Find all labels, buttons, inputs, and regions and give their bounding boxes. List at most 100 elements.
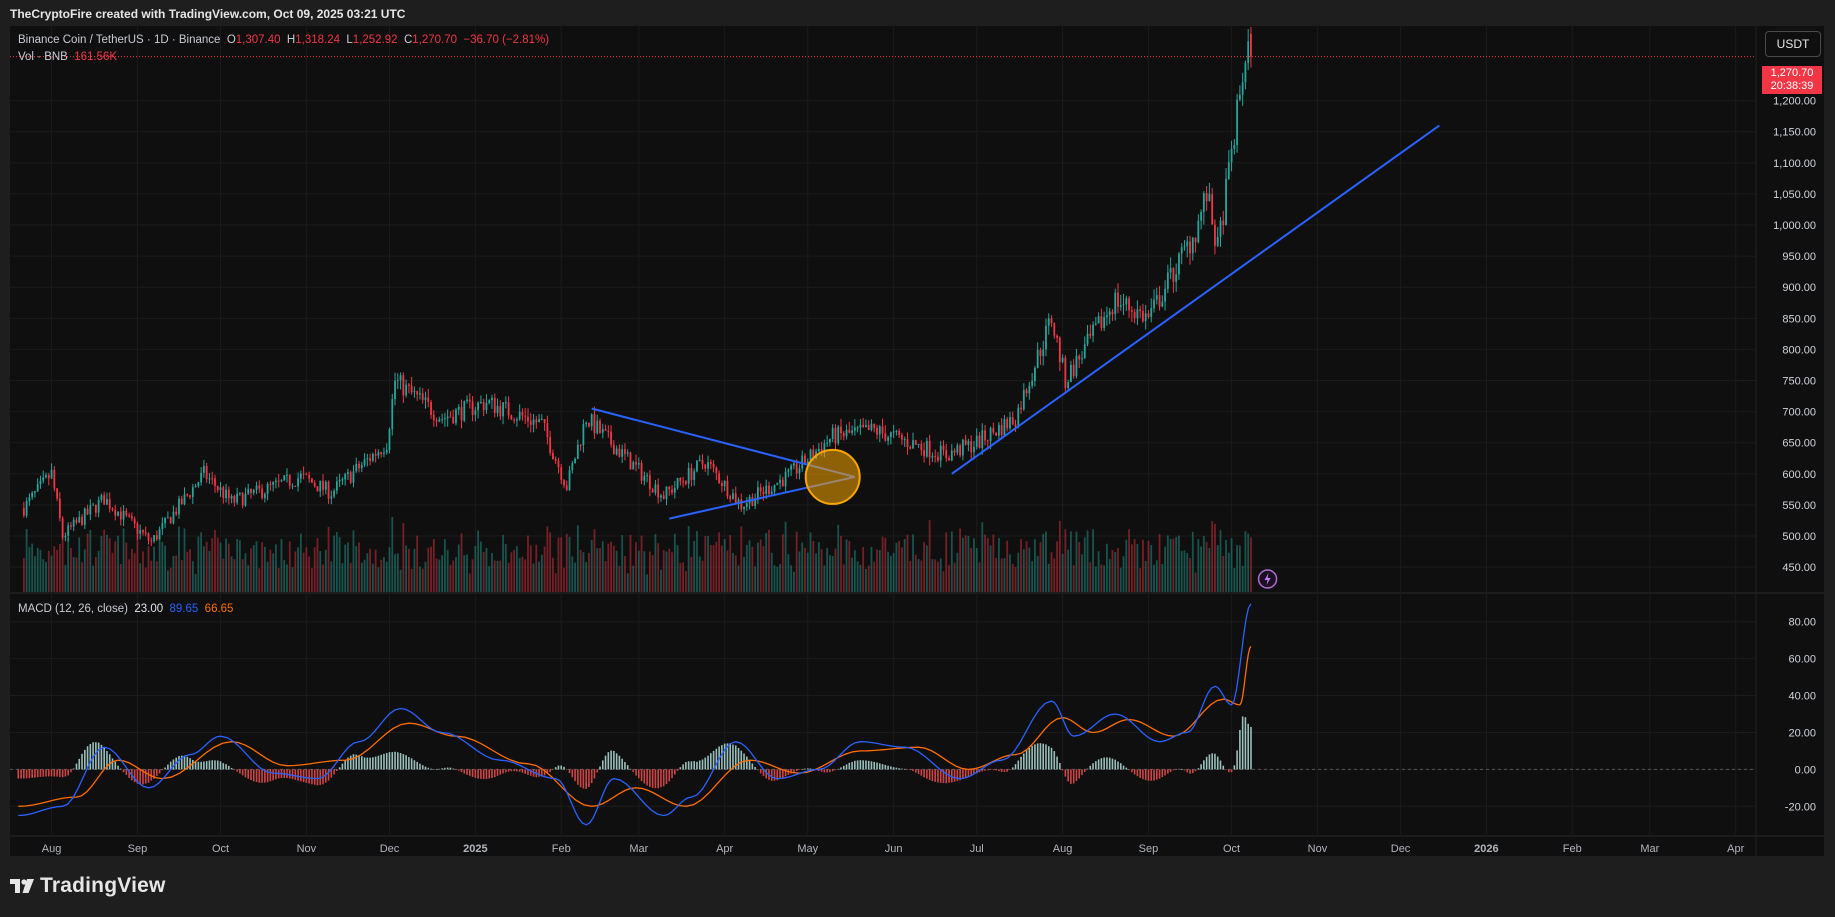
volume-bar	[615, 550, 618, 592]
candle-body	[247, 488, 250, 494]
candle-body	[981, 430, 984, 448]
volume-bar	[1056, 541, 1058, 592]
macd-histogram-bar	[349, 755, 352, 770]
macd-histogram-bar	[1183, 769, 1186, 771]
candle-body	[1064, 357, 1067, 389]
volume-bar	[903, 539, 906, 592]
macd-histogram-bar	[577, 769, 579, 785]
volume-bar	[995, 557, 998, 592]
volume-bar	[914, 554, 917, 592]
macd-histogram-bar	[1205, 756, 1208, 770]
volume-bar	[435, 558, 438, 592]
macd-histogram-bar	[1125, 767, 1128, 770]
volume-bar	[142, 551, 144, 592]
macd-histogram-bar	[1045, 744, 1047, 770]
chart-credit: TheCryptoFire created with TradingView.c…	[10, 7, 406, 21]
volume-bar	[1197, 539, 1200, 592]
candle-body	[34, 491, 36, 493]
volume-bar	[70, 547, 72, 592]
candle-body	[601, 429, 604, 433]
candle-body	[626, 452, 629, 454]
time-axis-label: Dec	[1391, 843, 1411, 855]
macd-histogram-bar	[770, 769, 773, 781]
candle-body	[557, 460, 560, 468]
chart-canvas[interactable]: Aug Sep Oct Nov Dec 2025 Feb Mar Apr May Jun Jul Aug…	[10, 26, 1824, 856]
macd-histogram-bar	[898, 768, 900, 770]
volume-bar	[1180, 550, 1183, 592]
currency-unit-button[interactable]: USDT	[1765, 31, 1821, 57]
macd-histogram-bar	[549, 769, 551, 772]
volume-bar	[975, 547, 978, 592]
volume-bar	[291, 567, 294, 592]
volume-bar	[676, 545, 679, 592]
candle-body	[410, 385, 413, 393]
candle-body	[407, 384, 410, 386]
volume-bar	[78, 537, 81, 592]
volume-bar	[585, 562, 588, 592]
macd-histogram-bar	[455, 769, 457, 770]
macd-histogram-bar	[1216, 756, 1219, 770]
macd-histogram-bar	[1175, 769, 1177, 770]
macd-histogram-bar	[712, 750, 715, 770]
candle-body	[554, 459, 557, 461]
macd-histogram-bar	[505, 769, 507, 773]
time-axis-label: Aug	[42, 843, 62, 855]
candle-body	[214, 478, 216, 487]
volume-bar	[737, 565, 740, 592]
chart-area[interactable]: Aug Sep Oct Nov Dec 2025 Feb Mar Apr May Jun Jul Aug…	[10, 26, 1824, 856]
macd-line	[18, 603, 1252, 826]
macd-histogram-bar	[992, 769, 995, 771]
macd-histogram-bar	[241, 769, 244, 776]
macd-histogram-bar	[1097, 759, 1100, 770]
volume-bar	[108, 538, 111, 592]
macd-histogram-bar	[1172, 769, 1175, 771]
candle-body	[682, 481, 685, 483]
candle-body	[720, 482, 723, 487]
candle-body	[430, 402, 432, 416]
candle-body	[889, 432, 892, 438]
volume-bar	[42, 559, 45, 592]
macd-histogram-bar	[989, 769, 992, 770]
volume-bar	[161, 542, 164, 592]
macd-histogram-bar	[1000, 769, 1003, 772]
volume-bar	[432, 539, 435, 592]
volume-bar	[815, 553, 817, 592]
macd-histogram-bar	[1056, 756, 1058, 770]
candle-body	[416, 391, 419, 395]
volume-bar	[1211, 521, 1214, 592]
volume-bar	[853, 550, 856, 592]
candle-body	[829, 439, 831, 443]
candle-body	[540, 419, 543, 421]
volume-bar	[103, 529, 106, 592]
macd-histogram-bar	[64, 769, 67, 777]
candle-body	[294, 485, 297, 487]
change-value: −36.70 (−2.81%)	[463, 34, 550, 46]
candle-body	[297, 478, 299, 487]
macd-histogram-bar	[208, 760, 211, 770]
macd-histogram-bar	[1169, 769, 1172, 773]
volume-bar	[241, 559, 244, 592]
candle-body	[1136, 309, 1139, 319]
macd-histogram-bar	[1167, 769, 1169, 774]
volume-bar	[549, 532, 552, 592]
volume-bar	[621, 535, 624, 592]
volume-bar	[671, 552, 673, 592]
price-axis-label: 1,150.00	[1773, 127, 1816, 139]
volume-bar	[363, 559, 366, 592]
volume-bar	[701, 560, 704, 592]
macd-axis-label: 60.00	[1788, 654, 1816, 666]
rising-support-trendline[interactable]	[951, 124, 1440, 475]
breakout-circle[interactable]	[804, 448, 861, 505]
candle-body	[840, 426, 842, 434]
macd-histogram-bar	[103, 747, 105, 770]
time-axis-label: Feb	[552, 843, 571, 855]
volume-bar	[848, 541, 851, 592]
macd-histogram-bar	[538, 769, 540, 777]
candle-body	[1045, 325, 1047, 350]
candle-body	[1106, 315, 1108, 318]
macd-histogram-bar	[698, 760, 701, 770]
volume-bar	[1031, 561, 1034, 592]
candle-body	[233, 496, 236, 503]
brand[interactable]: TradingView	[10, 874, 166, 898]
candle-body	[1200, 212, 1202, 221]
